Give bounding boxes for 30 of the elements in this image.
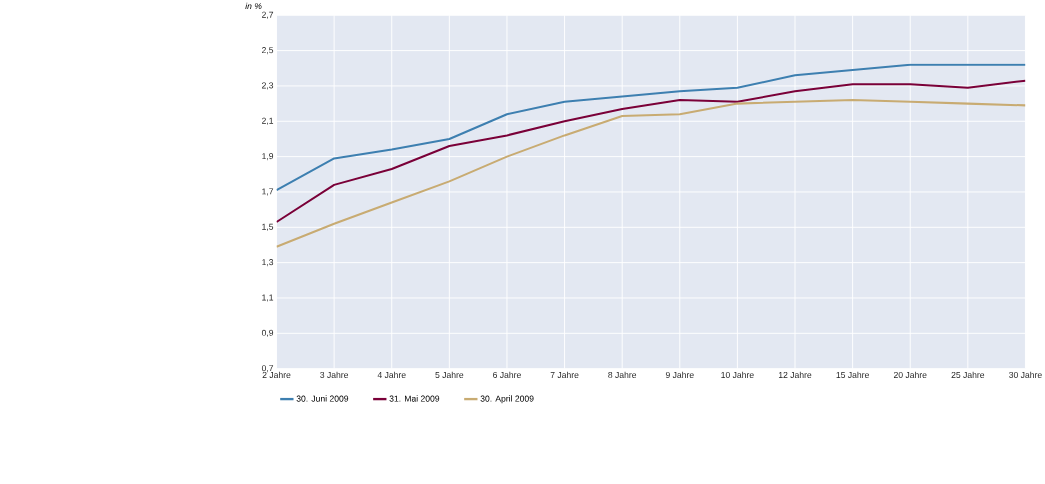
- y-tick-label: 1,7: [262, 188, 274, 196]
- y-tick-label: 0,7: [261, 365, 274, 373]
- x-tick-label: 20 Jahre: [893, 371, 927, 379]
- y-axis-title: in %: [245, 3, 262, 10]
- y-tick-label: 2,1: [262, 117, 274, 126]
- y-tick-label: 1,3: [262, 259, 274, 267]
- x-tick-label: 9 Jahre: [665, 371, 694, 379]
- x-tick-label: 2 Jahre: [262, 371, 291, 379]
- legend-label: 31. Mai 2009: [389, 395, 440, 402]
- x-tick-label: 15 Jahre: [836, 371, 869, 379]
- x-tick-label: 7 Jahre: [550, 371, 579, 379]
- x-tick-label: 4 Jahre: [377, 371, 406, 379]
- x-tick-label: 12 Jahre: [778, 371, 812, 379]
- legend-label: 30. April 2009: [480, 395, 534, 404]
- x-tick-label: 8 Jahre: [608, 371, 637, 379]
- y-tick-label: 2,3: [262, 82, 274, 90]
- y-tick-label: 1,9: [262, 153, 274, 161]
- x-tick-label: 30 Jahre: [1009, 371, 1042, 379]
- x-tick-label: 10 Jahre: [721, 371, 754, 379]
- x-tick-label: 6 Jahre: [493, 371, 521, 379]
- x-tick-label: 5 Jahre: [435, 371, 464, 379]
- legend-label: 30. Juni 2009: [296, 395, 349, 402]
- y-tick-label: 2,7: [262, 11, 274, 20]
- x-tick-label: 25 Jahre: [951, 371, 985, 379]
- y-tick-label: 0,9: [261, 330, 274, 338]
- y-tick-label: 2,5: [262, 47, 274, 55]
- x-tick-label: 3 Jahre: [320, 371, 349, 379]
- line-series: [276, 79, 1026, 224]
- y-tick-label: 1,1: [262, 294, 274, 302]
- y-tick-label: 1,5: [262, 224, 274, 232]
